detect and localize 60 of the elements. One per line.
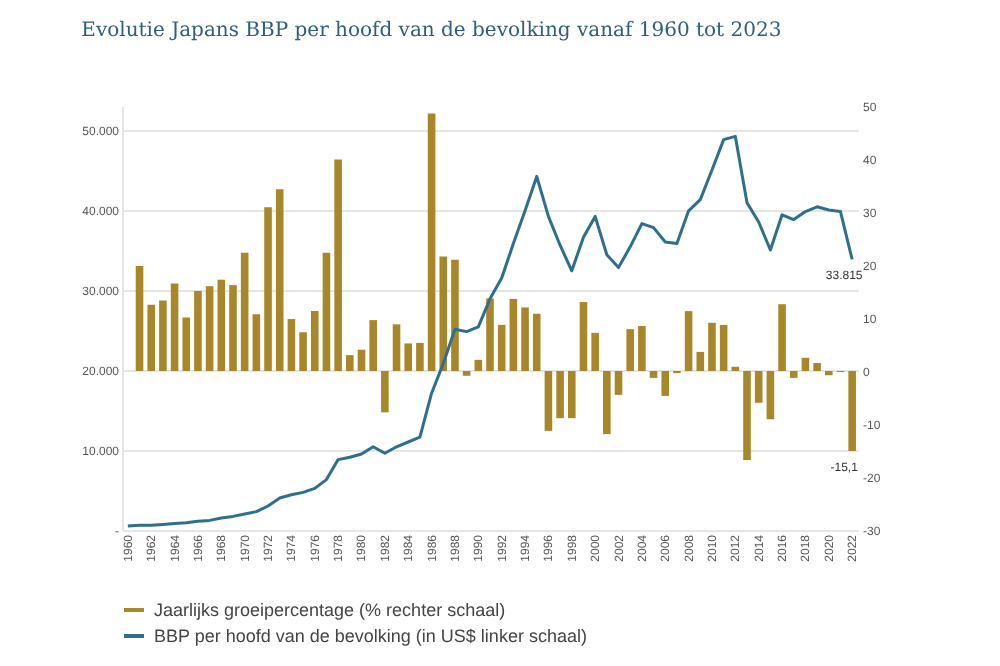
bar [217, 279, 226, 371]
bar [509, 298, 518, 371]
bar [252, 314, 261, 371]
bar [357, 349, 366, 371]
bar [346, 355, 354, 371]
bar [813, 363, 821, 371]
bar [696, 351, 705, 371]
bar [486, 298, 494, 371]
bar [579, 302, 588, 371]
bar [427, 113, 436, 371]
bar [591, 332, 599, 371]
bar [532, 313, 541, 371]
bar [264, 207, 272, 371]
bar [603, 371, 611, 435]
bar [404, 343, 413, 371]
bar [240, 252, 249, 371]
bar [194, 290, 202, 371]
bar [439, 256, 448, 371]
bar [392, 324, 401, 371]
bar [766, 371, 775, 420]
bar [299, 332, 307, 371]
bar [626, 329, 634, 371]
bar [287, 319, 296, 371]
chart-title: Evolutie Japans BBP per hoofd van de bevolking vanaf 1960 tot 2023 [81, 20, 782, 42]
bar [229, 285, 237, 371]
bar [170, 283, 179, 371]
bar [649, 371, 658, 378]
legend-label: BBP per hoofd van de bevolking (in US$ linker schaal) [154, 626, 587, 646]
bar [497, 324, 506, 371]
bar [754, 371, 763, 403]
bar [743, 371, 751, 461]
bar [801, 357, 810, 371]
legend-label: Jaarlijks groeipercentage (% rechter schaal) [154, 600, 506, 620]
bar [556, 371, 564, 419]
bar [474, 359, 483, 371]
bar [416, 342, 424, 371]
bar [719, 324, 728, 371]
bar [638, 325, 646, 371]
bar [661, 371, 670, 396]
bar [381, 371, 389, 413]
bar [521, 307, 529, 371]
bar [334, 159, 342, 371]
bar [544, 371, 553, 431]
bar [205, 286, 214, 371]
bar [684, 311, 693, 371]
bar [310, 311, 319, 371]
bar [147, 304, 155, 371]
bar [369, 320, 377, 371]
bar [135, 266, 144, 371]
bar [182, 317, 191, 371]
bar [322, 252, 331, 371]
bar [708, 322, 716, 371]
bar [778, 304, 786, 371]
bar [567, 371, 576, 419]
bar [789, 371, 798, 378]
bar [848, 371, 856, 452]
bar [275, 189, 284, 371]
bar [451, 259, 459, 371]
bar [614, 371, 623, 395]
bar [159, 300, 167, 371]
